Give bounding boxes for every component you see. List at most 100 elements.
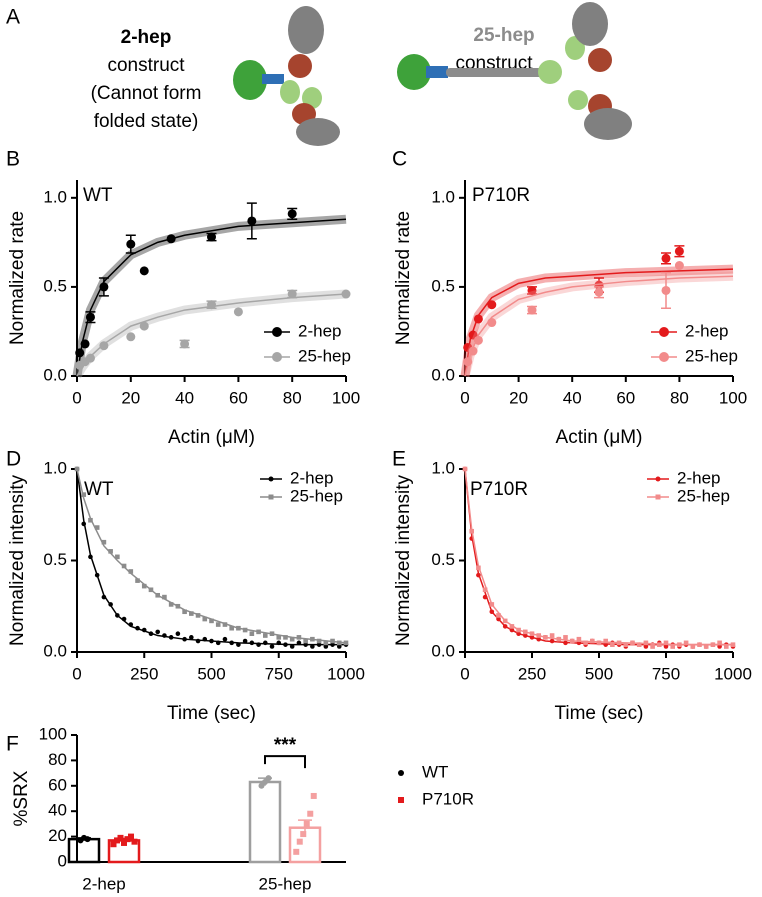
x-tick-label: 60: [229, 388, 248, 407]
legend-label: 2-hep: [685, 321, 728, 340]
construct-name: 25-hep: [473, 25, 534, 46]
construct-name: 2-hep: [121, 27, 172, 48]
legend-marker: [268, 494, 274, 500]
significance-bracket: [264, 755, 306, 769]
data-point: [703, 644, 709, 649]
data-point: [126, 239, 136, 249]
x-tick-label: 250: [130, 664, 158, 683]
structure-2hep: [233, 6, 340, 146]
legend-marker: [659, 327, 669, 337]
y-tick-label: 0.0: [431, 641, 455, 660]
data-point: [509, 624, 515, 629]
annotation: WT: [84, 479, 114, 500]
data-point: [189, 635, 194, 640]
y-tick-label: 40: [48, 801, 67, 820]
data-point: [141, 583, 147, 589]
data-point: [527, 285, 537, 295]
data-point: [594, 287, 604, 297]
data-point: [215, 622, 221, 627]
y-tick-label: 1.0: [431, 187, 455, 206]
data-point: [182, 609, 187, 615]
y-tick-label: 1.0: [43, 187, 67, 206]
data-point: [463, 357, 473, 367]
data-point: [262, 778, 268, 785]
data-point: [258, 782, 265, 789]
data-point: [222, 636, 228, 642]
panel-label: F: [6, 733, 19, 756]
legend-label: 2-hep: [298, 321, 341, 340]
legend-marker: [655, 476, 661, 482]
significance-label: ***: [274, 735, 297, 756]
construct-text: (Cannot form: [91, 83, 202, 104]
data-point: [289, 636, 295, 642]
x-axis-title: Time (sec): [167, 703, 256, 724]
x-tick-label: 40: [563, 388, 582, 407]
y-axis-title: Normalized intensity: [7, 474, 28, 646]
x-tick-label: 0: [460, 664, 469, 683]
y-tick-label: 0.5: [431, 276, 455, 295]
annotation: P710R: [470, 479, 528, 500]
fit-line: [76, 218, 347, 377]
data-point: [126, 332, 136, 342]
x-tick-label: 0: [72, 664, 81, 683]
data-point: [287, 209, 297, 219]
legend-label: 2-hep: [290, 468, 333, 487]
data-point: [117, 834, 124, 841]
data-point: [110, 841, 117, 848]
fit-line: [464, 268, 734, 377]
data-point: [94, 525, 100, 530]
legend-label: 25-hep: [298, 346, 351, 365]
data-point: [75, 348, 85, 358]
x-tick-label: 500: [585, 664, 613, 683]
construct-text: folded state): [94, 111, 199, 132]
legend-label: 25-hep: [290, 486, 343, 505]
data-point: [209, 618, 214, 624]
data-point: [300, 831, 307, 838]
x-tick-label: 0: [72, 388, 81, 407]
y-axis-title: Normalized rate: [393, 211, 414, 345]
data-point: [84, 836, 91, 843]
data-point: [124, 836, 131, 843]
data-point: [583, 640, 588, 646]
data-point: [247, 216, 257, 226]
x-tick-label: 100: [719, 388, 747, 407]
x-tick-label: 25-hep: [259, 874, 312, 893]
data-point: [527, 305, 537, 315]
panel-label: D: [6, 448, 21, 471]
legend-marker: [272, 327, 282, 337]
legend-label: 25-hep: [677, 486, 730, 505]
data-point: [155, 629, 160, 635]
y-tick-label: 1.0: [431, 458, 455, 477]
data-point: [207, 300, 216, 310]
x-tick-label: 80: [670, 388, 689, 407]
data-point: [287, 289, 297, 299]
panel-label: E: [392, 448, 406, 471]
data-point: [81, 492, 87, 497]
data-point: [263, 633, 268, 638]
legend-marker: [398, 797, 404, 803]
data-point: [310, 792, 317, 799]
legend-marker: [268, 476, 274, 482]
data-point: [576, 636, 582, 642]
x-tick-label: 750: [265, 664, 293, 683]
data-point: [249, 631, 255, 636]
y-tick-label: 0.5: [43, 276, 67, 295]
panel-label: B: [6, 148, 20, 171]
data-point: [88, 517, 93, 523]
data-point: [139, 266, 149, 276]
data-point: [473, 335, 483, 345]
x-tick-label: 0: [460, 388, 469, 407]
data-point: [265, 775, 272, 782]
data-point: [683, 640, 689, 646]
data-point: [207, 232, 216, 242]
data-point: [222, 622, 228, 627]
legend-label: 2-hep: [677, 468, 720, 487]
data-point: [549, 633, 555, 638]
data-point: [316, 638, 322, 644]
data-point: [293, 848, 300, 855]
x-tick-label: 1000: [327, 664, 365, 683]
fit-line: [76, 293, 347, 377]
data-point: [610, 642, 615, 647]
panel-label: A: [6, 6, 20, 29]
data-point: [603, 638, 608, 644]
